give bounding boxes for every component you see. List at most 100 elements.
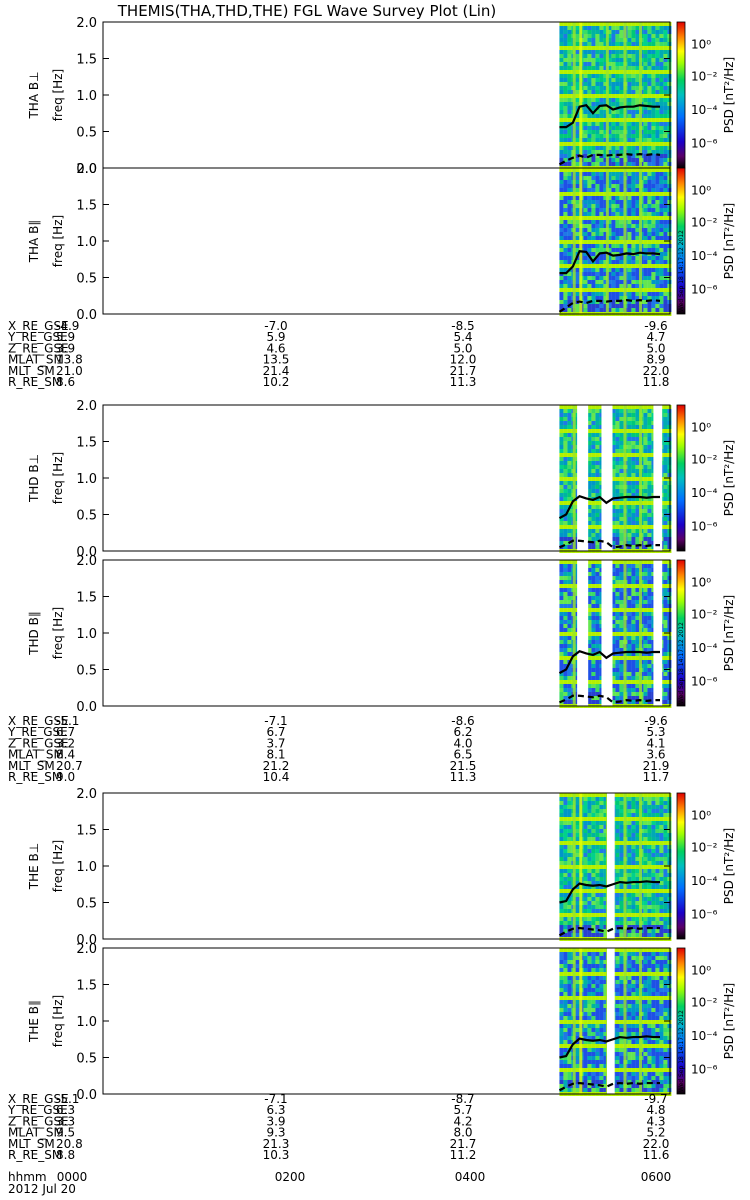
date-label: 2012 Jul 20: [8, 1182, 76, 1196]
ephemeris-value: 4.6: [266, 341, 285, 355]
colorbar-tick-label: 10⁻²: [691, 607, 718, 621]
ephemeris-row-label: R_RE_SM: [8, 375, 62, 389]
colorbar: [676, 559, 686, 707]
data-gap: [606, 793, 615, 939]
panel-label: THD B⊥: [27, 454, 41, 503]
colorbar: [676, 21, 686, 169]
ephemeris-value: -8.6: [451, 714, 474, 728]
ephemeris-value: 10.2: [263, 375, 290, 389]
harmonic-line: [558, 539, 660, 549]
y-tick-label: 0.5: [76, 509, 97, 524]
ephemeris-value: -7.1: [264, 1092, 287, 1106]
chart-title: THEMIS(THA,THD,THE) FGL Wave Survey Plot…: [117, 2, 496, 20]
y-tick-label: 1.0: [76, 472, 97, 487]
colorbar-label: PSD [nT²/Hz]: [722, 203, 736, 279]
ephemeris-value: 21.0: [56, 364, 83, 378]
colorbar-tick-label: 10⁻⁶: [691, 283, 718, 297]
y-tick-label: 1.0: [76, 89, 97, 104]
colorbar-tick-label: 10⁻⁶: [691, 675, 718, 689]
time-row-label: hhmm: [8, 1170, 47, 1184]
ephemeris-value: 5.4: [453, 330, 472, 344]
ephemeris-value: 8.1: [266, 748, 285, 762]
colorbar-tick-label: 10⁰: [691, 420, 711, 434]
y-tick-label: 1.0: [76, 860, 97, 875]
y-tick-label: 0.5: [76, 1052, 97, 1067]
ephemeris-value: 3.6: [646, 748, 665, 762]
y-tick-label: 1.5: [76, 199, 97, 214]
ephemeris-value: -9.6: [644, 319, 667, 333]
colorbar-tick-label: 10⁻²: [691, 69, 718, 83]
y-tick-label: 0.5: [76, 897, 97, 912]
ephemeris-row-label: MLT_SM: [8, 1137, 55, 1151]
ephemeris-value: 21.2: [263, 759, 290, 773]
ephemeris-value: 5.9: [266, 330, 285, 344]
ephemeris-value: 10.3: [263, 1148, 290, 1162]
data-gap: [601, 405, 613, 551]
colorbar-tick-label: 10⁻⁴: [691, 874, 718, 888]
harmonic-line: [558, 926, 660, 937]
y-axis-label: freq [Hz]: [51, 215, 65, 267]
gyrofrequency-line: [558, 650, 660, 675]
ephemeris-row-label: Y_RE_GSE: [7, 330, 68, 344]
y-tick-label: 1.0: [76, 1015, 97, 1030]
panel-label: THE B∥: [27, 1000, 41, 1043]
ephemeris-row-label: X_RE_GSE: [8, 319, 69, 333]
gyrofrequency-line: [559, 1035, 660, 1059]
ephemeris-value: -5.1: [56, 714, 79, 728]
ephemeris-value: 12.0: [450, 353, 477, 367]
y-tick-label: 0.0: [76, 933, 97, 948]
ephemeris-value: -7.0: [264, 319, 287, 333]
ephemeris-value: 9.0: [56, 770, 75, 784]
ephemeris-value: 13.8: [56, 353, 83, 367]
ephemeris-value: 13.5: [263, 353, 290, 367]
colorbar: [676, 792, 686, 940]
ephemeris-value: 11.7: [643, 770, 670, 784]
colorbar-label: PSD [nT²/Hz]: [722, 983, 736, 1059]
y-tick-label: 2.0: [76, 162, 97, 177]
ephemeris-row-label: X_RE_GSE: [8, 1092, 69, 1106]
y-tick-label: 2.0: [76, 787, 97, 802]
y-axis-label: freq [Hz]: [51, 607, 65, 659]
colorbar-tick-label: 10⁰: [691, 808, 711, 822]
colorbar-tick-label: 10⁻⁶: [691, 520, 718, 534]
gyrofrequency-line: [559, 104, 660, 129]
ephemeris-value: 3.3: [56, 1114, 75, 1128]
ephemeris-value: -5.1: [56, 1092, 79, 1106]
colorbar-tick-label: 10⁻⁴: [691, 249, 718, 263]
y-tick-label: 1.0: [76, 235, 97, 250]
panel-label: THA B⊥: [27, 71, 41, 119]
timestamp: Wed Sep 18 14:17:12 2012: [678, 230, 685, 312]
y-tick-label: 0.0: [76, 162, 97, 177]
ephemeris-value: 21.7: [450, 1137, 477, 1151]
colorbar: [676, 167, 686, 315]
y-tick-label: 0.5: [76, 664, 97, 679]
ephemeris-value: 8.0: [453, 1126, 472, 1140]
ephemeris-value: 3.7: [266, 736, 285, 750]
ephemeris-value: 11.3: [450, 770, 477, 784]
ephemeris-value: 5.9: [56, 330, 75, 344]
colorbar-label: PSD [nT²/Hz]: [722, 595, 736, 671]
colorbar-tick-label: 10⁻⁴: [691, 486, 718, 500]
timestamp: Wed Sep 18 14:17:12 2012: [678, 622, 685, 704]
ephemeris-value: -9.7: [644, 1092, 667, 1106]
colorbar-tick-label: 10⁻⁴: [691, 1029, 718, 1043]
colorbar-tick-label: 10⁻⁴: [691, 103, 718, 117]
colorbar-label: PSD [nT²/Hz]: [722, 828, 736, 904]
ephemeris-row-label: MLAT_SM: [8, 353, 64, 367]
colorbar-tick-label: 10⁻²: [691, 995, 718, 1009]
gyrofrequency-line: [559, 250, 661, 275]
y-tick-label: 1.5: [76, 53, 97, 68]
ephemeris-value: 8.9: [646, 353, 665, 367]
spectrogram-panel: 0.0 0.5 1.0 1.5 2.0 THD B⊥ freq [Hz] 10⁰ 10⁻² 10⁻…: [27, 399, 736, 560]
spectrogram-panel: 0.0 0.5 1.0 1.5 2.0 THE B⊥ freq [Hz] 10⁰ 10⁻² 10⁻…: [27, 787, 736, 948]
ephemeris-value: 8.4: [56, 748, 75, 762]
ephemeris-row-label: MLAT_SM: [8, 748, 64, 762]
spectrogram-panel: 0.0 0.5 1.0 1.5 2.0 THE B∥ freq [Hz] 10⁰ 10⁻² 10⁻…: [27, 942, 736, 1103]
ephemeris-value: 11.8: [643, 375, 670, 389]
colorbar-tick-label: 10⁰: [691, 963, 711, 977]
spectrogram-panel: 0.0 0.5 1.0 1.5 2.0 THD B∥ freq [Hz] 10⁰ 10⁻² 10⁻…: [27, 554, 736, 715]
ephemeris-value: 3.9: [266, 1114, 285, 1128]
ephemeris-value: 8.8: [56, 1148, 75, 1162]
ephemeris-value: 4.8: [646, 1103, 665, 1117]
